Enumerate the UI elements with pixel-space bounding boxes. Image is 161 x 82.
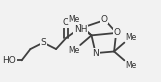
Text: O: O xyxy=(114,28,121,37)
Text: Me: Me xyxy=(68,15,79,24)
Text: Me: Me xyxy=(125,61,137,70)
Text: NH: NH xyxy=(74,25,87,34)
Text: Me: Me xyxy=(68,46,79,55)
Text: N: N xyxy=(92,49,99,58)
Text: HO: HO xyxy=(2,56,16,65)
Text: O: O xyxy=(101,15,108,24)
Text: Me: Me xyxy=(125,33,137,42)
Text: S: S xyxy=(40,38,46,47)
Text: O: O xyxy=(63,18,70,27)
